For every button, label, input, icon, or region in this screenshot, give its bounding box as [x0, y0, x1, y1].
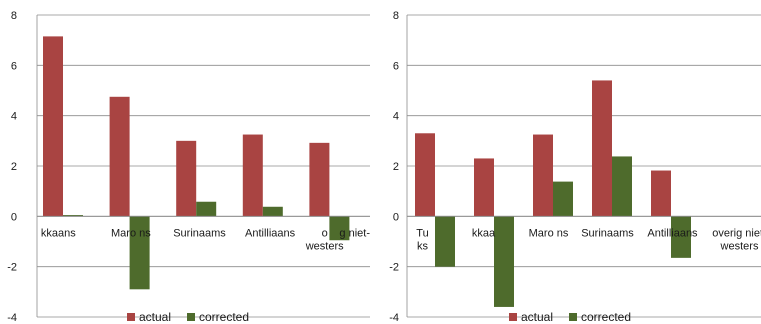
y-tick-label: 6 — [11, 60, 17, 72]
bar-actual — [176, 140, 197, 217]
category-label: Maro ns — [111, 227, 151, 239]
legend-swatch-corrected — [569, 313, 577, 321]
y-tick-label: 6 — [393, 60, 399, 72]
bar-actual — [242, 134, 263, 217]
bar-actual — [592, 80, 612, 217]
y-tick-label: 8 — [11, 10, 17, 22]
category-label: kkaans — [41, 227, 76, 239]
legend-swatch-actual — [127, 313, 135, 321]
category-label: Tu — [416, 227, 428, 239]
y-tick-label: 0 — [393, 211, 399, 223]
y-tick-label: 8 — [393, 10, 399, 22]
y-tick-label: -4 — [389, 312, 399, 324]
bar-actual — [309, 142, 330, 217]
bar-actual — [474, 158, 494, 217]
bar-actual — [415, 133, 435, 217]
category-label: kkaa — [472, 227, 496, 239]
bar-corrected — [435, 216, 455, 267]
y-tick-label: -4 — [7, 312, 17, 324]
y-tick-label: 4 — [393, 111, 399, 123]
y-tick-label: -2 — [7, 262, 17, 274]
category-label: Maro ns — [529, 227, 569, 239]
y-tick-label: 2 — [393, 161, 399, 173]
bar-actual — [109, 96, 130, 217]
bar-corrected — [262, 206, 283, 217]
bar-actual — [43, 36, 63, 217]
category-label: Antilliaans — [245, 227, 296, 239]
bar-corrected — [671, 216, 691, 258]
category-label: Antilliaans — [647, 227, 698, 239]
category-label: overig niet- — [712, 227, 761, 239]
chart-left-svg: -4 -2 0 2 4 6 8 kkaans Maro ns Surinaams Antilliaa… — [7, 10, 370, 324]
legend-swatch-actual — [509, 313, 517, 321]
bar-actual — [533, 134, 553, 217]
y-tick-label: -2 — [389, 262, 399, 274]
bar-corrected — [612, 156, 632, 217]
bar-actual — [651, 170, 671, 217]
bar-corrected — [129, 216, 150, 290]
bar-corrected — [494, 216, 514, 307]
category-label: ks — [417, 240, 429, 252]
y-tick-label: 2 — [11, 161, 17, 173]
bar-corrected — [329, 216, 350, 241]
category-label: Surinaams — [581, 227, 634, 239]
category-label: Surinaams — [173, 227, 226, 239]
category-label-fragment: g niet- — [339, 227, 370, 239]
y-tick-label: 0 — [11, 211, 17, 223]
y-tick-label: 4 — [11, 111, 17, 123]
category-label: westers — [305, 240, 344, 252]
legend-label-corrected: corrected — [581, 310, 631, 324]
legend-swatch-corrected — [187, 313, 195, 321]
bar-corrected — [553, 181, 573, 217]
chart-right: -4 -2 0 2 4 6 8 Tu ks kkaa Maro ns Surinaams Antilli… — [381, 0, 761, 324]
category-label: westers — [720, 240, 759, 252]
legend-label-corrected: corrected — [199, 310, 249, 324]
category-label: o — [322, 227, 328, 239]
chart-left: -4 -2 0 2 4 6 8 kkaans Maro ns Surinaams Antilliaa… — [7, 10, 370, 324]
legend-label-actual: actual — [139, 310, 171, 324]
bar-corrected — [196, 201, 217, 217]
bar-corrected — [63, 215, 83, 217]
legend-label-actual: actual — [521, 310, 553, 324]
